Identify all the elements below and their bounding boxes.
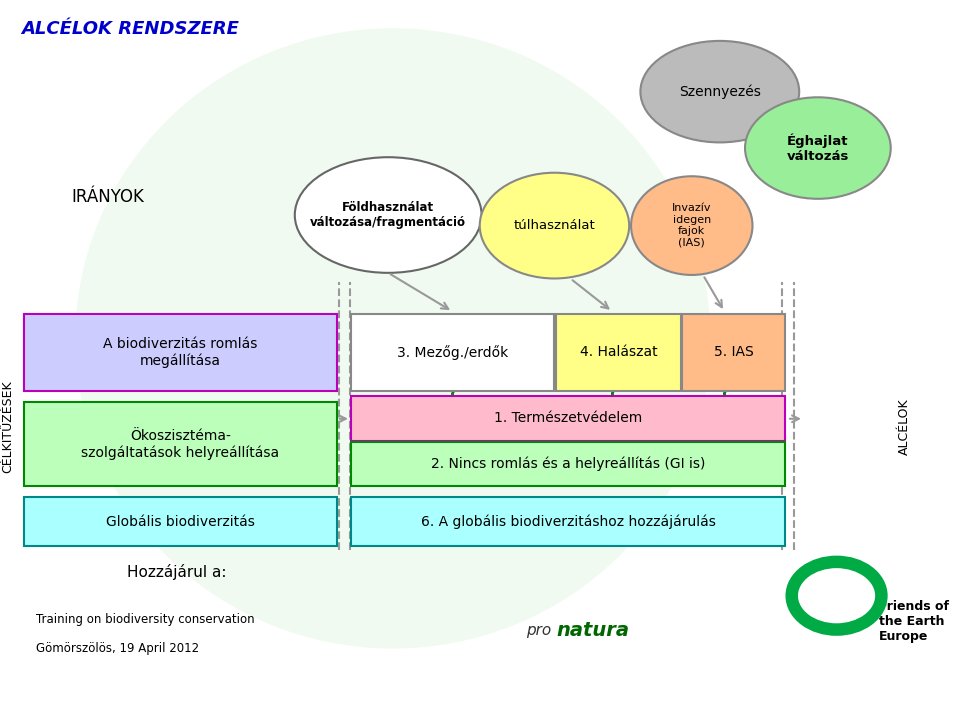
Ellipse shape	[745, 97, 891, 199]
Text: ALCÉLOK: ALCÉLOK	[899, 398, 911, 455]
Text: 4. Halászat: 4. Halászat	[580, 345, 658, 360]
Ellipse shape	[480, 173, 629, 278]
FancyBboxPatch shape	[24, 497, 337, 546]
Ellipse shape	[75, 28, 710, 649]
Text: Ökoszisztéma-
szolgáltatások helyreállítása: Ökoszisztéma- szolgáltatások helyreállít…	[82, 429, 279, 460]
Text: A biodiverzitás romlás
megállítása: A biodiverzitás romlás megállítása	[103, 337, 257, 368]
Text: Training on biodiversity conservation: Training on biodiversity conservation	[36, 613, 254, 626]
FancyBboxPatch shape	[350, 497, 785, 546]
FancyBboxPatch shape	[350, 396, 785, 441]
FancyBboxPatch shape	[24, 314, 337, 391]
FancyBboxPatch shape	[557, 314, 681, 391]
Text: ALCÉLOK RENDSZERE: ALCÉLOK RENDSZERE	[21, 20, 239, 38]
FancyBboxPatch shape	[683, 314, 785, 391]
Text: Gömörszölös, 19 April 2012: Gömörszölös, 19 April 2012	[36, 642, 199, 654]
Text: pro: pro	[526, 623, 557, 639]
Text: Szennyezés: Szennyezés	[679, 85, 760, 99]
Text: 5. IAS: 5. IAS	[714, 345, 754, 360]
FancyBboxPatch shape	[24, 402, 337, 486]
Text: Invazív
idegen
fajok
(IAS): Invazív idegen fajok (IAS)	[672, 203, 711, 248]
Text: Friends of
the Earth
Europe: Friends of the Earth Europe	[878, 601, 948, 643]
Text: Földhasználat
változása/fragmentáció: Földhasználat változása/fragmentáció	[310, 201, 467, 229]
Text: Éghajlat
változás: Éghajlat változás	[786, 133, 849, 163]
Text: 2. Nincs romlás és a helyreállítás (GI is): 2. Nincs romlás és a helyreállítás (GI i…	[431, 457, 706, 472]
Ellipse shape	[631, 176, 753, 275]
FancyBboxPatch shape	[350, 314, 555, 391]
Text: 3. Mezőg./erdők: 3. Mezőg./erdők	[397, 345, 508, 360]
Text: Hozzájárul a:: Hozzájárul a:	[127, 564, 227, 580]
Text: IRÁNYOK: IRÁNYOK	[72, 188, 144, 207]
Text: 6. A globális biodiverzitáshoz hozzájárulás: 6. A globális biodiverzitáshoz hozzájáru…	[420, 515, 715, 529]
Text: natura: natura	[557, 622, 630, 640]
Text: 1. Természetvédelem: 1. Természetvédelem	[493, 412, 642, 425]
Ellipse shape	[640, 41, 799, 142]
Text: Globális biodiverzitás: Globális biodiverzitás	[106, 515, 254, 529]
Text: CÉLKITŰZÉSEK: CÉLKITŰZÉSEK	[2, 380, 14, 473]
Ellipse shape	[295, 157, 482, 273]
Text: túlhasználat: túlhasználat	[514, 219, 595, 232]
FancyBboxPatch shape	[350, 442, 785, 486]
